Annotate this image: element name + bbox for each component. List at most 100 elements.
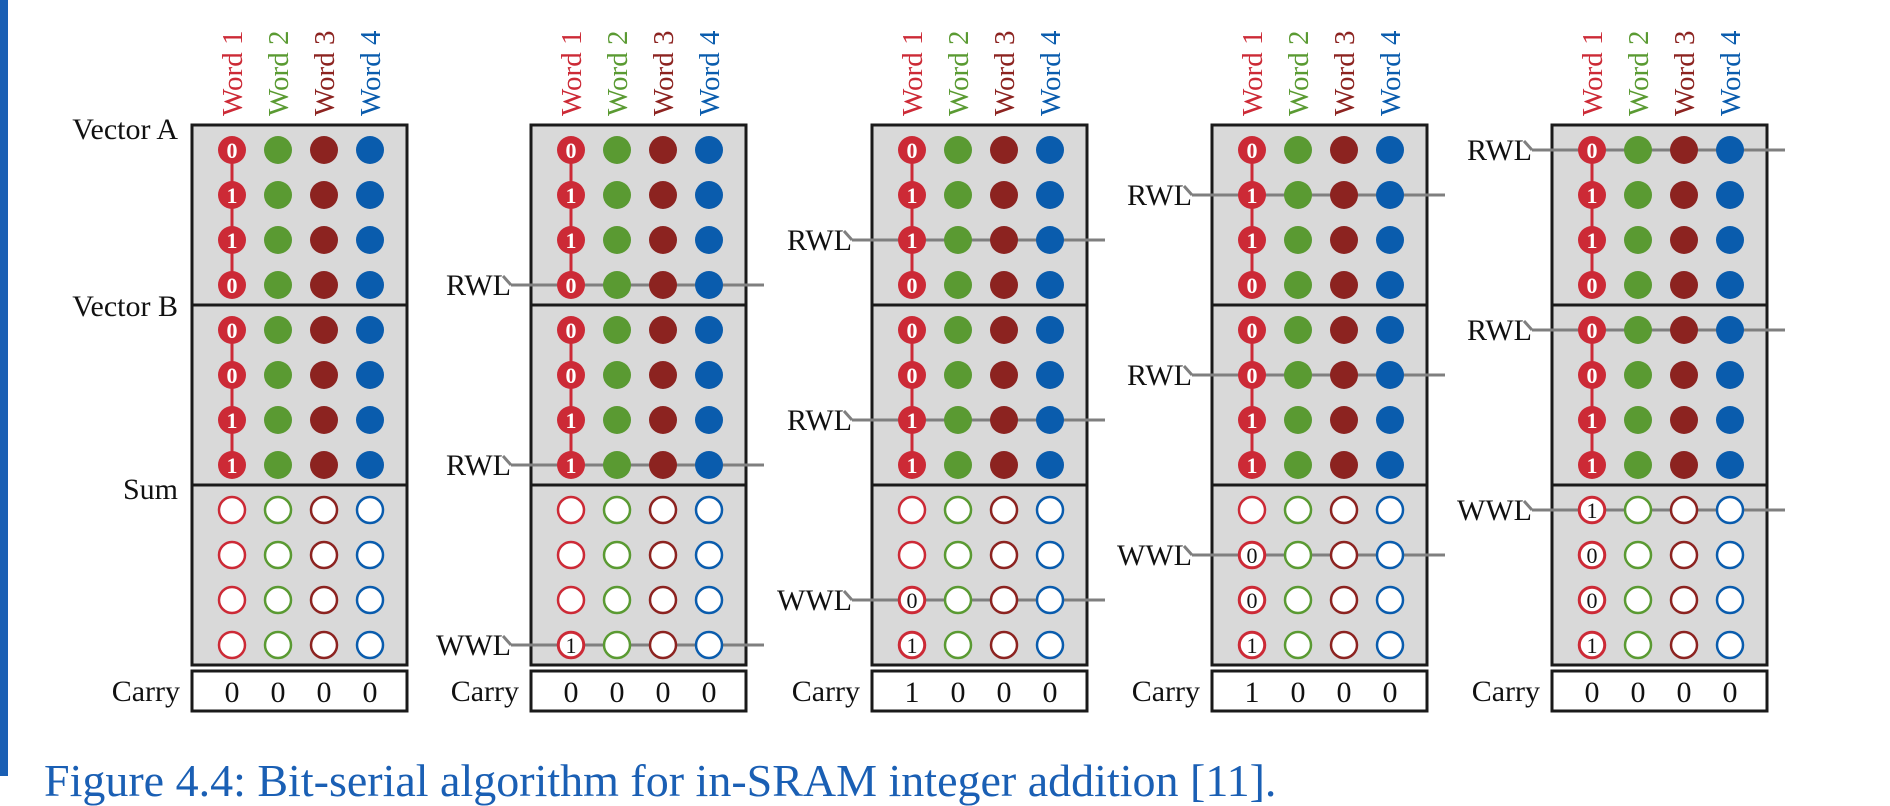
carry-bit-3: 0 [997,676,1012,709]
carry-bit-1: 0 [225,676,240,709]
vector-a-cell-r1-w4 [1716,136,1744,164]
vector-a-cell-r3-w3 [990,226,1018,254]
vector-a-bit-3: 1 [566,228,577,253]
rwl-vector-b-label: RWL [1127,359,1192,392]
carry-bit-1: 0 [1585,676,1600,709]
vector-a-cell-r3-w4 [1036,226,1064,254]
sum-bit-ring-2 [1239,542,1265,568]
vector-a-cell-r4-w2 [944,271,972,299]
carry-bit-2: 0 [271,676,286,709]
sum-bit-ring-3 [1239,587,1265,613]
sum-cell-r2-w1 [556,540,586,570]
vector-a-cell-r2-w4 [1036,181,1064,209]
carry-bit-1: 0 [564,676,579,709]
carry-bit-4: 0 [1383,676,1398,709]
sum-cell-r3-w2 [263,585,293,615]
vector-a-bit-2: 1 [227,183,238,208]
carry-bit-3: 0 [1337,676,1352,709]
sum-bit-ring-1 [1579,497,1605,523]
word-header-3: Word 3 [1329,31,1361,116]
vector-a-cell-r1-w1 [557,136,585,164]
vector-a-cell-r4-w4 [1376,271,1404,299]
sum-cell-r3-w4 [355,585,385,615]
figure-caption: Figure 4.4: Bit-serial algorithm for in-… [44,755,1277,806]
vector-b-cell-r1-w2 [944,316,972,344]
vector-a-cell-r1-w2 [264,136,292,164]
word-header-4: Word 4 [694,30,726,116]
vector-a-cell-r4-w4 [356,271,384,299]
word-header-4: Word 4 [1035,30,1067,116]
vector-a-cell-r2-w4 [356,181,384,209]
sum-cell-r4-w3 [989,630,1019,660]
vector-a-cell-r4-w3 [310,271,338,299]
carry-bit-2: 0 [1291,676,1306,709]
vector-b-cell-r1-w2 [264,316,292,344]
rwl-vector-a-label: RWL [787,224,852,257]
word-header-2: Word 2 [602,31,634,116]
sum-bit-ring-4 [558,632,584,658]
vector-b-cell-r3-w3 [1330,406,1358,434]
vector-a-cell-r2-w2 [1624,181,1652,209]
sum-cell-r2-w3 [1669,540,1699,570]
vector-b-bit-4: 1 [907,453,918,478]
vector-b-cell-r2-w2 [1284,361,1312,389]
wwl-sum-label: WWL [436,629,511,662]
sum-cell-r1-w3 [1329,495,1359,525]
vector-b-cell-r2-w3 [1670,361,1698,389]
sum-cell-r3-w3 [1669,585,1699,615]
sum-cell-r2-w4 [1715,540,1745,570]
vector-b-cell-r4-w2 [1284,451,1312,479]
sum-bit-2: 0 [1587,543,1598,568]
vector-b-bit-3: 1 [1247,408,1258,433]
vector-a-bit-1: 0 [227,138,238,163]
vector-b-cell-r2-w4 [695,361,723,389]
rwl-vector-a-tick [842,230,854,241]
vector-b-bit-3: 1 [227,408,238,433]
word-header-3: Word 3 [309,31,341,116]
vector-a-cell-r4-w2 [1624,271,1652,299]
vector-b-bit-3: 1 [907,408,918,433]
sum-cell-r1-w2 [1283,495,1313,525]
vector-a-cell-r2-w3 [990,181,1018,209]
rwl-vector-b-tick [1522,320,1534,331]
vector-a-bit-2: 1 [907,183,918,208]
carry-bit-4: 0 [363,676,378,709]
sum-cell-r4-w4 [355,630,385,660]
carry-box [1550,669,1769,713]
vector-a-cell-r4-w2 [264,271,292,299]
vector-a-cell-r4-w2 [603,271,631,299]
vector-b-cell-r2-w2 [264,361,292,389]
vector-a-cell-r1-w2 [603,136,631,164]
sum-cell-r2-w4 [694,540,724,570]
sum-cell-r4-w1 [217,630,247,660]
vector-a-bit-4: 0 [1587,273,1598,298]
sum-cell-r1-w1 [1237,495,1267,525]
rwl-vector-a-tick [1522,140,1534,151]
sum-cell-r1-w4 [1375,495,1405,525]
vector-b-cell-r1-w1 [1578,316,1606,344]
vector-a-bit-2: 1 [566,183,577,208]
vector-a-cell-r4-w1 [1578,271,1606,299]
vector-a-cell-r2-w4 [1716,181,1744,209]
sum-bit-3: 0 [1587,588,1598,613]
rwl-vector-b-tick [501,455,513,466]
sum-cell-r2-w2 [1283,540,1313,570]
vector-b-cell-r2-w1 [557,361,585,389]
vector-a-bit-2: 1 [1587,183,1598,208]
vector-b-cell-r3-w3 [310,406,338,434]
vector-b-cell-r1-w3 [310,316,338,344]
sum-cell-r4-w2 [943,630,973,660]
carry-bit-4: 0 [702,676,717,709]
sum-cell-r3-w2 [1283,585,1313,615]
vector-b-cell-r1-w1 [1238,316,1266,344]
vector-b-cell-r3-w2 [1284,406,1312,434]
vector-b-cell-r1-w4 [356,316,384,344]
carry-box [1210,669,1429,713]
vector-a-bit-3: 1 [1247,228,1258,253]
vector-a-cell-r1-w2 [1284,136,1312,164]
sum-bit-4: 1 [1247,633,1258,658]
vector-b-cell-r1-w3 [649,316,677,344]
carry-bit-3: 0 [656,676,671,709]
vector-b-cell-r2-w2 [944,361,972,389]
vector-b-cell-r3-w4 [1376,406,1404,434]
